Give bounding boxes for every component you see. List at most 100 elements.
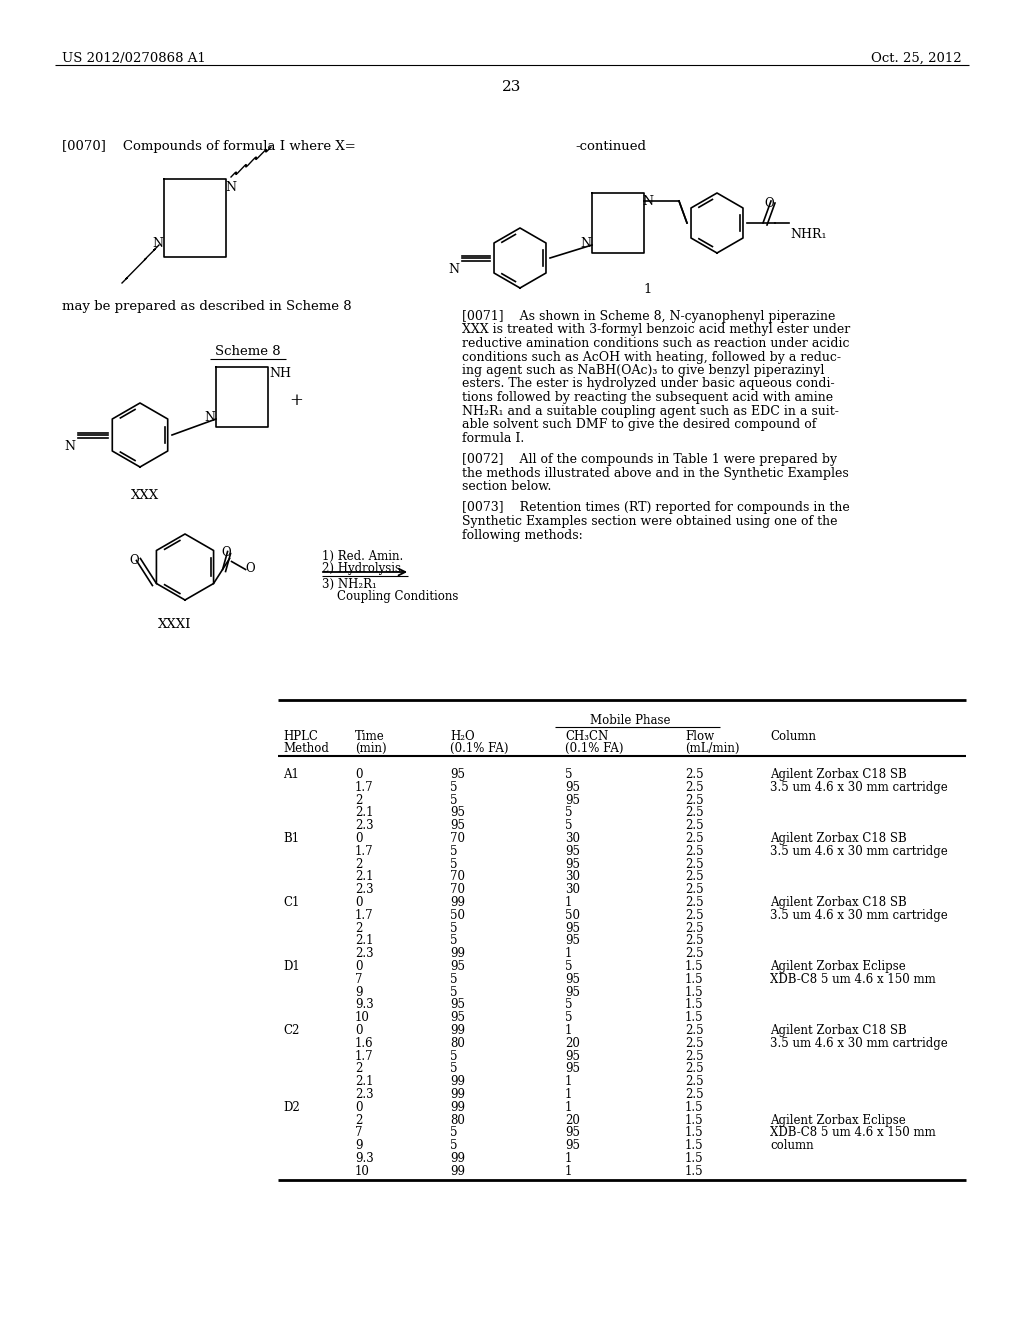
Text: 95: 95	[565, 793, 580, 807]
Text: 2.5: 2.5	[685, 858, 703, 871]
Text: N: N	[204, 411, 215, 424]
Text: 2.5: 2.5	[685, 1049, 703, 1063]
Text: H₂O: H₂O	[450, 730, 475, 743]
Text: D1: D1	[283, 960, 300, 973]
Text: reductive amination conditions such as reaction under acidic: reductive amination conditions such as r…	[462, 337, 850, 350]
Text: 5: 5	[450, 986, 458, 999]
Text: 2.5: 2.5	[685, 1036, 703, 1049]
Text: [0071]    As shown in Scheme 8, N-cyanophenyl piperazine: [0071] As shown in Scheme 8, N-cyanophen…	[462, 310, 836, 323]
Text: 1) Red. Amin.: 1) Red. Amin.	[322, 550, 403, 564]
Text: 95: 95	[565, 781, 580, 793]
Text: 70: 70	[450, 870, 465, 883]
Text: Agilent Zorbax Eclipse: Agilent Zorbax Eclipse	[770, 960, 906, 973]
Text: Flow: Flow	[685, 730, 714, 743]
Text: 1.7: 1.7	[355, 1049, 374, 1063]
Text: O: O	[130, 553, 139, 566]
Text: 2.5: 2.5	[685, 781, 703, 793]
Text: 2.5: 2.5	[685, 807, 703, 820]
Text: 1.5: 1.5	[685, 1126, 703, 1139]
Text: 23: 23	[503, 81, 521, 94]
Text: 95: 95	[565, 845, 580, 858]
Text: Synthetic Examples section were obtained using one of the: Synthetic Examples section were obtained…	[462, 515, 838, 528]
Text: 2.5: 2.5	[685, 820, 703, 832]
Text: 95: 95	[565, 935, 580, 948]
Text: 2.5: 2.5	[685, 832, 703, 845]
Text: 99: 99	[450, 948, 465, 960]
Text: 5: 5	[450, 973, 458, 986]
Text: 1: 1	[565, 1152, 572, 1166]
Text: 2.3: 2.3	[355, 1088, 374, 1101]
Text: 2.5: 2.5	[685, 1076, 703, 1088]
Text: 2: 2	[355, 1063, 362, 1076]
Text: 99: 99	[450, 1101, 465, 1114]
Text: 99: 99	[450, 1088, 465, 1101]
Text: 0: 0	[355, 960, 362, 973]
Text: 95: 95	[565, 1126, 580, 1139]
Text: 2.5: 2.5	[685, 935, 703, 948]
Text: 99: 99	[450, 1024, 465, 1038]
Text: 1.7: 1.7	[355, 908, 374, 921]
Text: 5: 5	[565, 807, 572, 820]
Text: 1.5: 1.5	[685, 986, 703, 999]
Text: 2.5: 2.5	[685, 768, 703, 781]
Text: formula I.: formula I.	[462, 432, 524, 445]
Text: 5: 5	[450, 1049, 458, 1063]
Text: Method: Method	[283, 742, 329, 755]
Text: 7: 7	[355, 1126, 362, 1139]
Text: (min): (min)	[355, 742, 387, 755]
Text: 2.1: 2.1	[355, 1076, 374, 1088]
Text: 5: 5	[450, 921, 458, 935]
Text: 20: 20	[565, 1036, 580, 1049]
Text: 50: 50	[450, 908, 465, 921]
Text: 95: 95	[565, 986, 580, 999]
Text: 95: 95	[450, 960, 465, 973]
Text: 80: 80	[450, 1114, 465, 1126]
Text: 0: 0	[355, 1024, 362, 1038]
Text: 9: 9	[355, 1139, 362, 1152]
Text: N: N	[152, 238, 163, 249]
Text: Agilent Zorbax C18 SB: Agilent Zorbax C18 SB	[770, 768, 906, 781]
Text: O: O	[222, 545, 231, 558]
Text: 99: 99	[450, 896, 465, 909]
Text: Time: Time	[355, 730, 385, 743]
Text: 1: 1	[565, 1076, 572, 1088]
Text: XXX: XXX	[131, 488, 159, 502]
Text: 1: 1	[565, 896, 572, 909]
Text: [0070]    Compounds of formula I where X=: [0070] Compounds of formula I where X=	[62, 140, 355, 153]
Text: 2.1: 2.1	[355, 870, 374, 883]
Text: 1.5: 1.5	[685, 1139, 703, 1152]
Text: 95: 95	[450, 807, 465, 820]
Text: 1.5: 1.5	[685, 1114, 703, 1126]
Text: 2.3: 2.3	[355, 948, 374, 960]
Text: 2: 2	[355, 1114, 362, 1126]
Text: 99: 99	[450, 1152, 465, 1166]
Text: column: column	[770, 1139, 814, 1152]
Text: 70: 70	[450, 883, 465, 896]
Text: may be prepared as described in Scheme 8: may be prepared as described in Scheme 8	[62, 300, 351, 313]
Text: 2: 2	[355, 858, 362, 871]
Text: 30: 30	[565, 832, 580, 845]
Text: N: N	[63, 440, 75, 453]
Text: 1.7: 1.7	[355, 781, 374, 793]
Text: Agilent Zorbax Eclipse: Agilent Zorbax Eclipse	[770, 1114, 906, 1126]
Text: O: O	[764, 197, 774, 210]
Text: 2.5: 2.5	[685, 921, 703, 935]
Text: NHR₁: NHR₁	[790, 228, 826, 242]
Text: 2.5: 2.5	[685, 1024, 703, 1038]
Text: able solvent such DMF to give the desired compound of: able solvent such DMF to give the desire…	[462, 418, 816, 432]
Text: 1.5: 1.5	[685, 1011, 703, 1024]
Text: N: N	[449, 263, 459, 276]
Text: Scheme 8: Scheme 8	[215, 345, 281, 358]
Text: tions followed by reacting the subsequent acid with amine: tions followed by reacting the subsequen…	[462, 391, 834, 404]
Text: 5: 5	[450, 781, 458, 793]
Text: 10: 10	[355, 1011, 370, 1024]
Text: 20: 20	[565, 1114, 580, 1126]
Text: Coupling Conditions: Coupling Conditions	[322, 590, 459, 603]
Text: -continued: -continued	[575, 140, 646, 153]
Text: 3) NH₂R₁: 3) NH₂R₁	[322, 578, 377, 591]
Text: the methods illustrated above and in the Synthetic Examples: the methods illustrated above and in the…	[462, 466, 849, 479]
Text: 0: 0	[355, 1101, 362, 1114]
Text: 2.5: 2.5	[685, 845, 703, 858]
Text: 2.3: 2.3	[355, 820, 374, 832]
Text: [0073]    Retention times (RT) reported for compounds in the: [0073] Retention times (RT) reported for…	[462, 502, 850, 515]
